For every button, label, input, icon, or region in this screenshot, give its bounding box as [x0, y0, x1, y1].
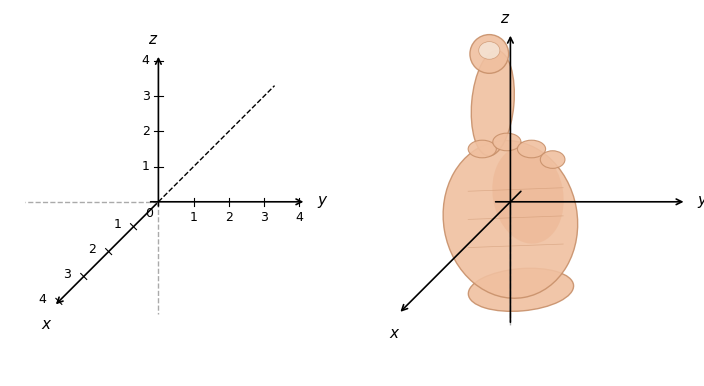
Text: 2: 2: [225, 211, 233, 223]
Ellipse shape: [468, 268, 574, 312]
Ellipse shape: [443, 141, 578, 298]
Ellipse shape: [541, 151, 565, 168]
Text: $y$: $y$: [697, 194, 704, 210]
Text: $y$: $y$: [317, 194, 328, 210]
Text: 1: 1: [142, 160, 149, 173]
Ellipse shape: [493, 133, 521, 151]
Text: $z$: $z$: [148, 32, 158, 47]
Text: 2: 2: [89, 243, 96, 256]
Text: 3: 3: [260, 211, 268, 223]
Ellipse shape: [492, 146, 564, 244]
Text: 1: 1: [113, 218, 121, 232]
Text: $x$: $x$: [41, 317, 53, 332]
Ellipse shape: [471, 51, 515, 156]
Text: 0: 0: [145, 207, 153, 220]
Text: 4: 4: [39, 293, 46, 306]
Ellipse shape: [470, 35, 508, 73]
Text: 4: 4: [142, 54, 149, 68]
Ellipse shape: [479, 42, 500, 59]
Text: 1: 1: [189, 211, 198, 223]
Ellipse shape: [468, 140, 496, 158]
Ellipse shape: [517, 140, 546, 158]
Text: 4: 4: [295, 211, 303, 223]
Text: 3: 3: [142, 90, 149, 103]
Text: $z$: $z$: [500, 11, 510, 26]
Text: $x$: $x$: [389, 326, 401, 341]
Text: 3: 3: [63, 268, 71, 281]
Text: 2: 2: [142, 125, 149, 138]
